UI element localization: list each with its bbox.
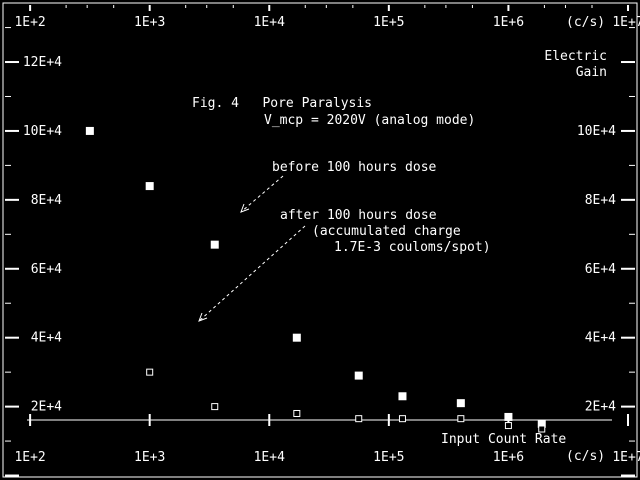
- data-point-before-dose: [85, 126, 94, 135]
- x-tick-label-bottom: 1E+4: [254, 450, 285, 465]
- x-tick-label-top: 1E+2: [14, 15, 45, 30]
- y-tick-label-right: 10E+4: [577, 124, 616, 139]
- x-axis-unit-bottom: (c/s): [566, 449, 605, 464]
- annotation-after-arrowhead: [198, 312, 208, 322]
- x-tick-label-bottom: 1E+6: [493, 450, 524, 465]
- annotation-after: after 100 hours dose (accumulated charge…: [198, 208, 491, 322]
- data-point-before-dose: [145, 182, 154, 191]
- data-point-after-dose: [504, 422, 512, 430]
- y-tick-label-left: 10E+4: [23, 124, 62, 139]
- x-tick-label-top: 1E+6: [493, 15, 524, 30]
- chart-subtitle: V_mcp = 2020V (analog mode): [264, 113, 475, 128]
- y-tick-label-left: 2E+4: [31, 400, 62, 415]
- y-tick-label-right: 4E+4: [585, 331, 616, 346]
- x-tick-label-bottom: 1E+7: [612, 450, 640, 465]
- y-tick-label-left: 4E+4: [31, 331, 62, 346]
- data-point-before-dose: [456, 399, 465, 408]
- x-tick-label-bottom: 1E+2: [14, 450, 45, 465]
- y-tick-label-right: 8E+4: [585, 193, 616, 208]
- tick-labels-layer: 1E+2 1E+2 1E+3 1E+3 1E+4 1E+4 1E+5 1E+5 1E+6 1E+6…: [14, 15, 640, 465]
- data-point-after-dose: [293, 409, 301, 417]
- data-point-after-dose: [538, 425, 546, 433]
- data-point-before-dose: [354, 371, 363, 380]
- x-tick-label-top: 1E+7: [612, 15, 640, 30]
- x-tick-label-top: 1E+5: [373, 15, 404, 30]
- x-tick-label-bottom: 1E+3: [134, 450, 165, 465]
- y-tick-label-left: 6E+4: [31, 262, 62, 277]
- annotation-before-label: before 100 hours dose: [272, 160, 437, 175]
- annotation-after-note-1: (accumulated charge: [312, 224, 461, 239]
- data-point-before-dose: [398, 392, 407, 401]
- annotation-before-arrowhead: [240, 203, 250, 213]
- data-point-after-dose: [398, 415, 406, 423]
- data-point-after-dose: [146, 368, 154, 376]
- y-tick-label-right: 6E+4: [585, 262, 616, 277]
- data-point-after-dose: [211, 403, 219, 411]
- y-tick-label-right: 2E+4: [585, 400, 616, 415]
- y-tick-label-left: 12E+4: [23, 55, 62, 70]
- x-axis-label: Input Count Rate: [441, 432, 566, 447]
- chart-title: Fig. 4 Pore Paralysis: [192, 96, 372, 111]
- x-tick-label-bottom: 1E+5: [373, 450, 404, 465]
- data-point-before-dose: [537, 419, 546, 428]
- y-tick-label-left: 8E+4: [31, 193, 62, 208]
- y-axis-label-line-1: Electric: [544, 49, 607, 64]
- data-point-after-dose: [457, 415, 465, 423]
- data-point-after-dose: [355, 415, 363, 423]
- data-point-before-dose: [504, 412, 513, 421]
- x-axis-unit-top: (c/s): [566, 15, 605, 30]
- x-tick-label-top: 1E+4: [254, 15, 285, 30]
- data-point-before-dose: [210, 240, 219, 249]
- annotation-after-label: after 100 hours dose: [280, 208, 437, 223]
- points-layer: [85, 126, 546, 433]
- x-tick-label-top: 1E+3: [134, 15, 165, 30]
- ticks-layer: [5, 5, 635, 477]
- annotation-before: before 100 hours dose: [240, 160, 437, 213]
- data-point-before-dose: [292, 333, 301, 342]
- y-axis-label-line-2: Gain: [576, 65, 607, 80]
- annotation-after-note-2: 1.7E-3 couloms/spot): [334, 240, 491, 255]
